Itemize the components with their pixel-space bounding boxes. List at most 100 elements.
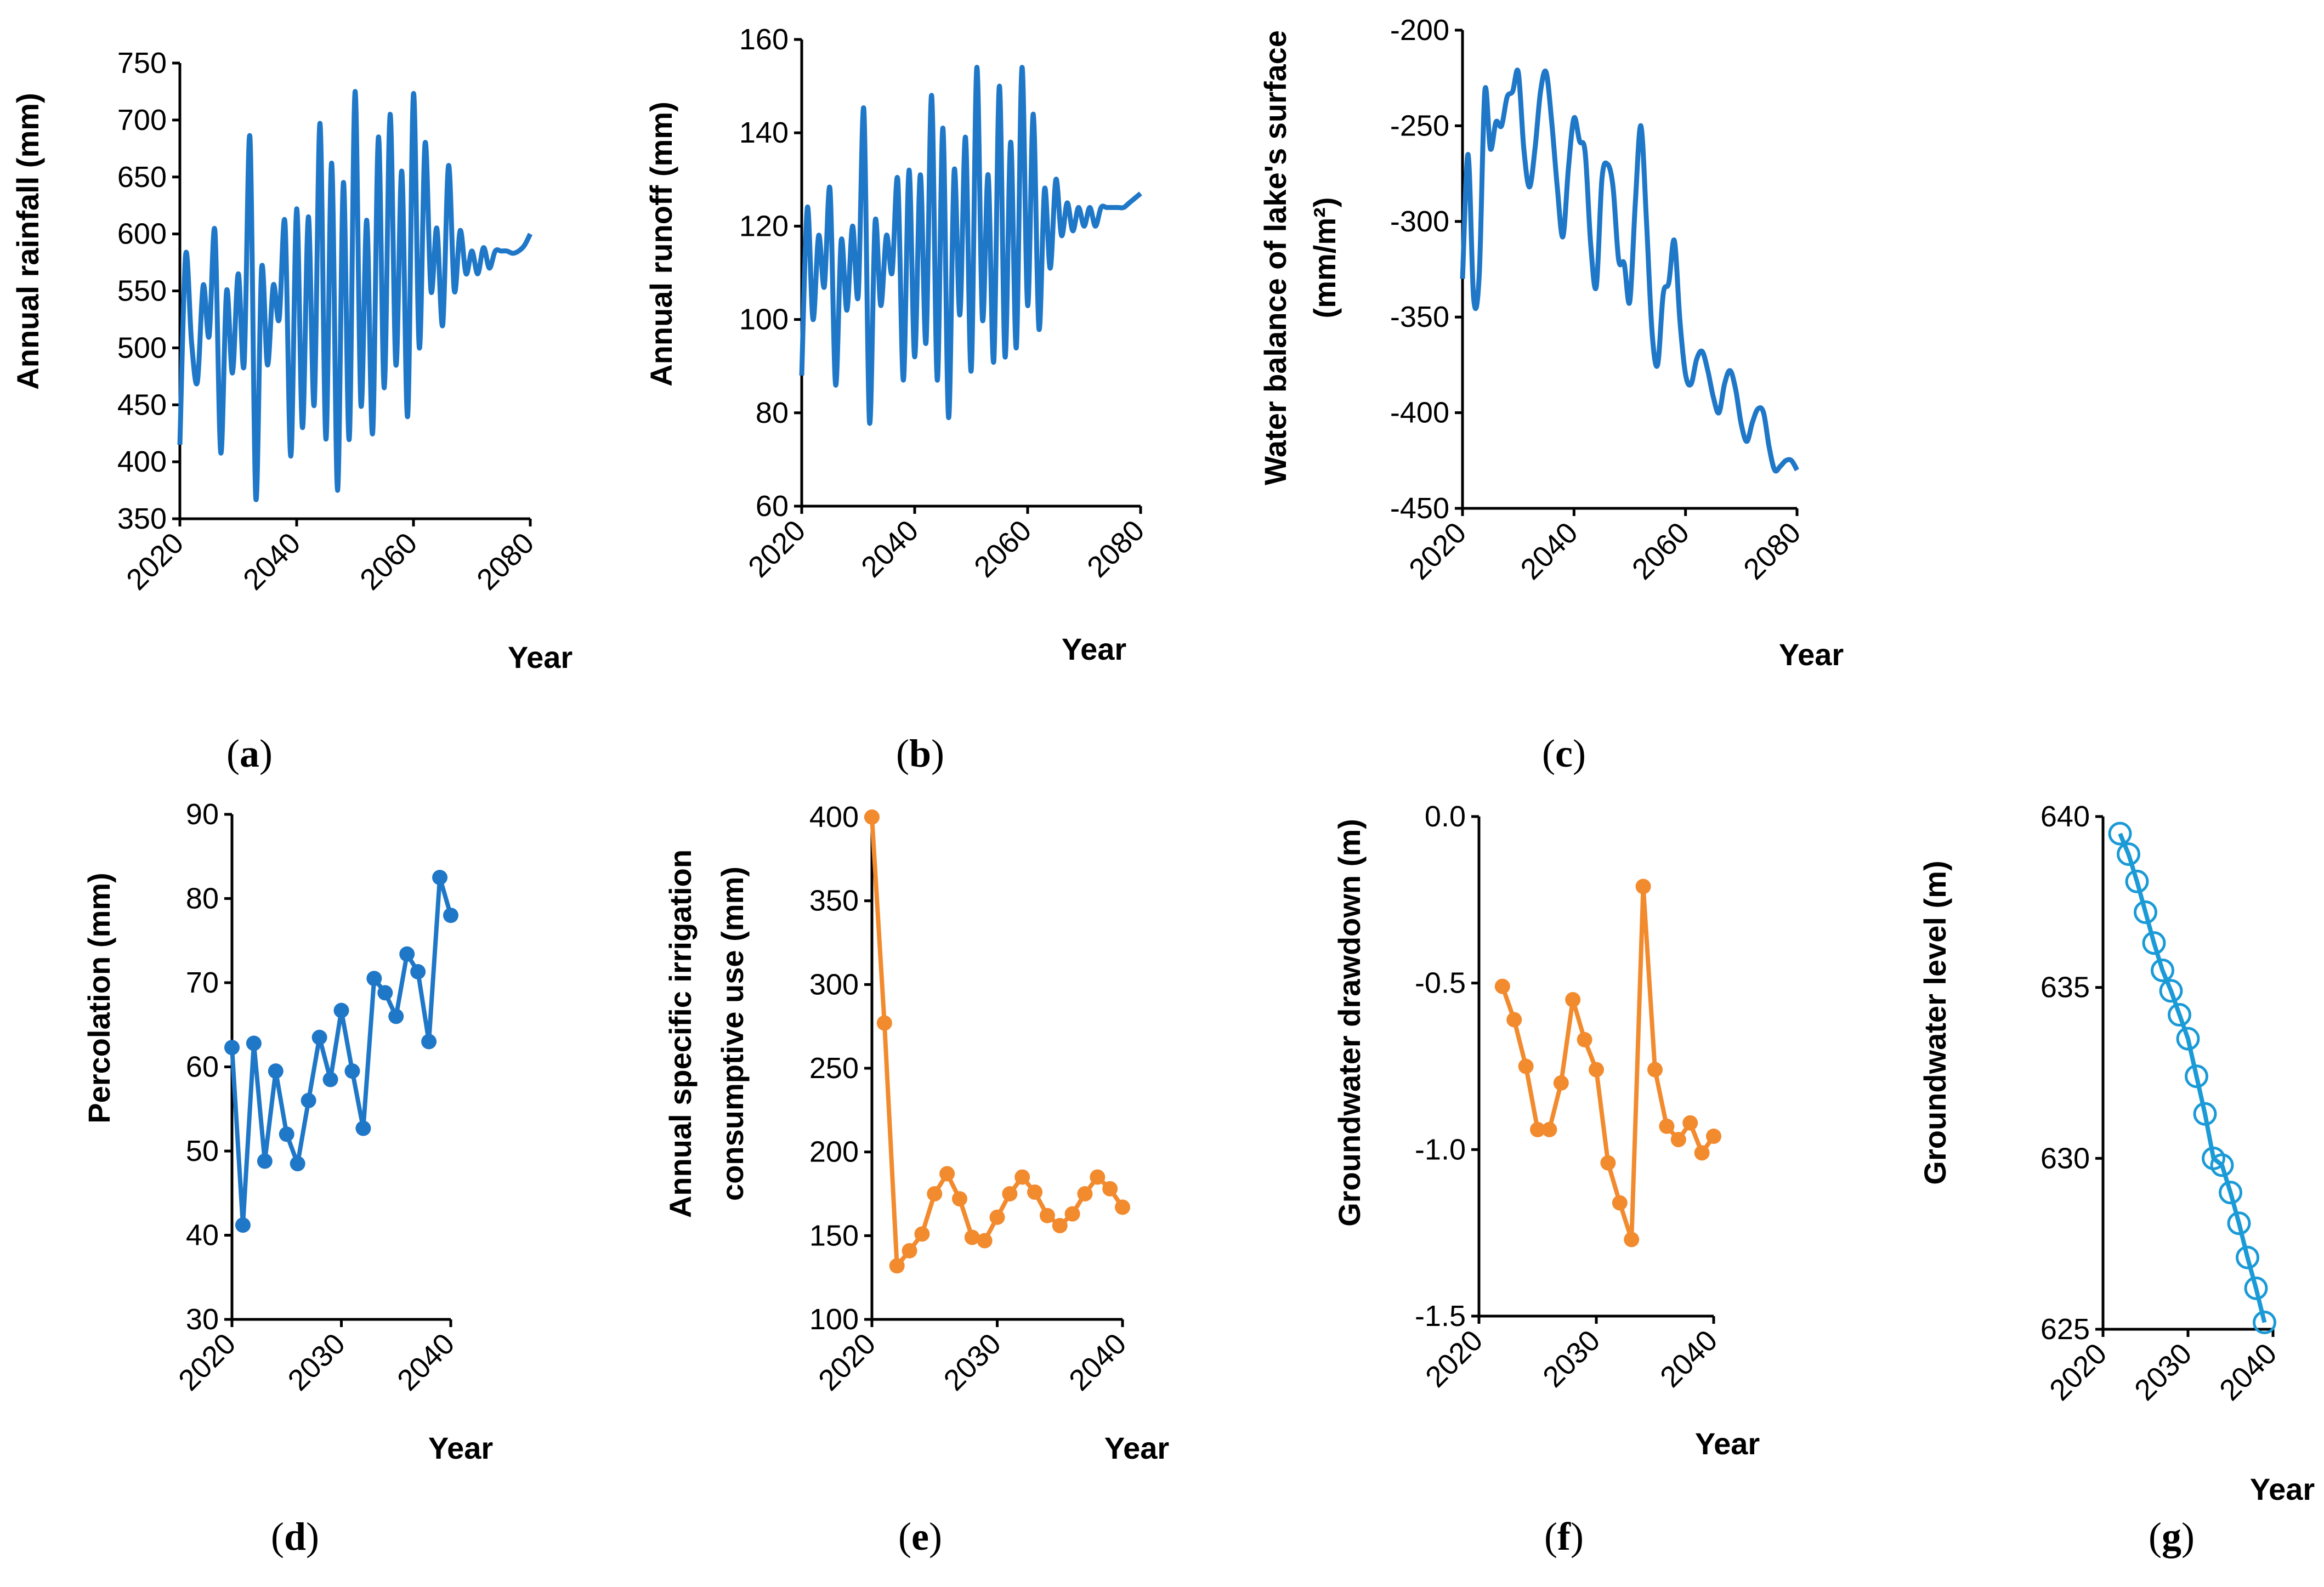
data-point <box>301 1092 316 1108</box>
y-axis-title: Annual rainfall (mm) <box>10 93 45 389</box>
y-tick-label: 650 <box>117 161 167 194</box>
y-tick-label: 550 <box>117 275 167 308</box>
panel-label-letter: g <box>2162 1515 2181 1558</box>
data-point <box>366 971 382 987</box>
y-tick-label: 150 <box>809 1219 859 1252</box>
x-tick-label: 2080 <box>471 526 540 596</box>
data-point <box>1039 1208 1055 1223</box>
data-point <box>1530 1121 1545 1137</box>
data-point <box>2125 869 2149 893</box>
panel-label-close: ) <box>929 1515 942 1558</box>
panel-label: (b) <box>896 732 944 775</box>
series-line <box>1460 67 1799 474</box>
y-tick-label: 100 <box>809 1303 859 1336</box>
y-tick-label: 600 <box>117 218 167 251</box>
data-point <box>399 946 415 962</box>
x-tick-label: 2060 <box>968 514 1038 583</box>
panel-label-close: ) <box>306 1515 319 1558</box>
panel-label-close: ) <box>2181 1515 2195 1558</box>
data-point <box>268 1063 284 1079</box>
y-tick-label: 80 <box>756 396 789 429</box>
data-point <box>1706 1129 1721 1144</box>
y-axis-title-line: (mm/m²) <box>1307 197 1342 319</box>
data-point <box>1090 1169 1106 1185</box>
y-axis-title: Annual specific irrigation consumptive us… <box>663 849 750 1218</box>
x-tick-label: 2030 <box>938 1327 1007 1397</box>
y-axis-title: Groundwater drawdown (m) <box>1332 819 1367 1227</box>
data-point <box>443 908 458 923</box>
y-tick-label: 630 <box>2040 1142 2090 1175</box>
data-point <box>2210 1153 2234 1177</box>
panel-label-open: ( <box>896 732 909 775</box>
data-point <box>1064 1206 1080 1222</box>
panel-label-close: ) <box>1571 1515 1584 1558</box>
x-axis-title: Year <box>1779 637 1844 672</box>
data-point <box>964 1229 980 1245</box>
data-point <box>235 1217 251 1233</box>
data-point <box>388 1008 404 1024</box>
panel-label: (d) <box>271 1515 319 1558</box>
chart-e: 100 150 200 250 300 350 400 2020 2030 2040 Year Ann… <box>663 801 1169 1558</box>
x-axis-title: Year <box>428 1431 493 1465</box>
y-tick-label: 250 <box>809 1052 859 1085</box>
panel-label-open: ( <box>271 1515 284 1558</box>
panel-label: (f) <box>1544 1515 1584 1558</box>
panel-label-open: ( <box>898 1515 911 1558</box>
data-point <box>2108 821 2132 846</box>
data-point <box>989 1209 1005 1225</box>
data-point <box>290 1156 305 1172</box>
data-point <box>2134 900 2157 925</box>
data-point <box>1002 1186 1018 1201</box>
y-tick-label: 160 <box>739 23 789 56</box>
x-tick-label: 2030 <box>282 1327 352 1397</box>
x-axis-title: Year <box>2250 1472 2315 1506</box>
y-tick-label: 300 <box>809 968 859 1001</box>
panel-label-open: ( <box>2149 1515 2162 1558</box>
y-tick-label: 625 <box>2040 1313 2090 1346</box>
data-point <box>951 1191 967 1207</box>
y-tick-label: 640 <box>2040 800 2090 833</box>
x-tick-label: 2020 <box>2043 1337 2113 1407</box>
data-point <box>1600 1155 1616 1171</box>
y-tick-label: 400 <box>117 445 167 478</box>
panel-label-close: ) <box>1573 732 1586 775</box>
panel-label-open: ( <box>1542 732 1555 775</box>
data-point <box>2142 931 2166 955</box>
data-point <box>1494 978 1510 994</box>
data-point <box>1659 1118 1675 1134</box>
x-tick-label: 2040 <box>391 1327 461 1397</box>
panel-label-close: ) <box>259 732 273 775</box>
chart-c: -450 -400 -350 -300 -250 -200 2020 2040 2060 2080… <box>1258 14 1844 775</box>
y-tick-label: 120 <box>739 209 789 242</box>
panel-label-open: ( <box>226 732 240 775</box>
y-tick-label: 60 <box>186 1051 219 1084</box>
series-line <box>1500 884 1716 1242</box>
data-point <box>344 1063 360 1079</box>
x-axis-title: Year <box>1062 632 1126 666</box>
data-point <box>2151 959 2174 982</box>
y-tick-label: 350 <box>117 502 167 535</box>
y-tick-label: 140 <box>739 116 789 149</box>
data-point <box>977 1233 993 1249</box>
data-point <box>1014 1169 1030 1185</box>
y-tick-label: 60 <box>756 490 789 523</box>
data-point <box>876 1015 892 1031</box>
series-line <box>799 65 1142 426</box>
panel-label: (c) <box>1542 732 1586 775</box>
chart-f: -1.5 -1.0 -0.5 0.0 2020 2030 2040 Year Groundwat… <box>1332 800 1760 1558</box>
panel-label-letter: a <box>240 732 259 775</box>
panel-label-close: ) <box>931 732 944 775</box>
data-point <box>2253 1311 2276 1335</box>
panel-label-letter: b <box>909 732 931 775</box>
data-point <box>2159 979 2183 1003</box>
x-tick-label: 2020 <box>1403 516 1472 586</box>
data-point <box>1052 1218 1068 1234</box>
data-point <box>1077 1186 1093 1201</box>
x-tick-label: 2080 <box>1737 516 1807 586</box>
chart-g: 625 630 635 640 2020 2030 2040 Year Groundwater … <box>1918 800 2315 1558</box>
y-tick-label: 0.0 <box>1425 800 1466 833</box>
chart-a: 350 400 450 500 550 600 650 700 750 2020 2040 2060 2… <box>10 47 573 775</box>
y-tick-label: 90 <box>186 798 219 831</box>
data-point <box>2227 1211 2251 1235</box>
y-tick-label: 350 <box>809 885 859 917</box>
